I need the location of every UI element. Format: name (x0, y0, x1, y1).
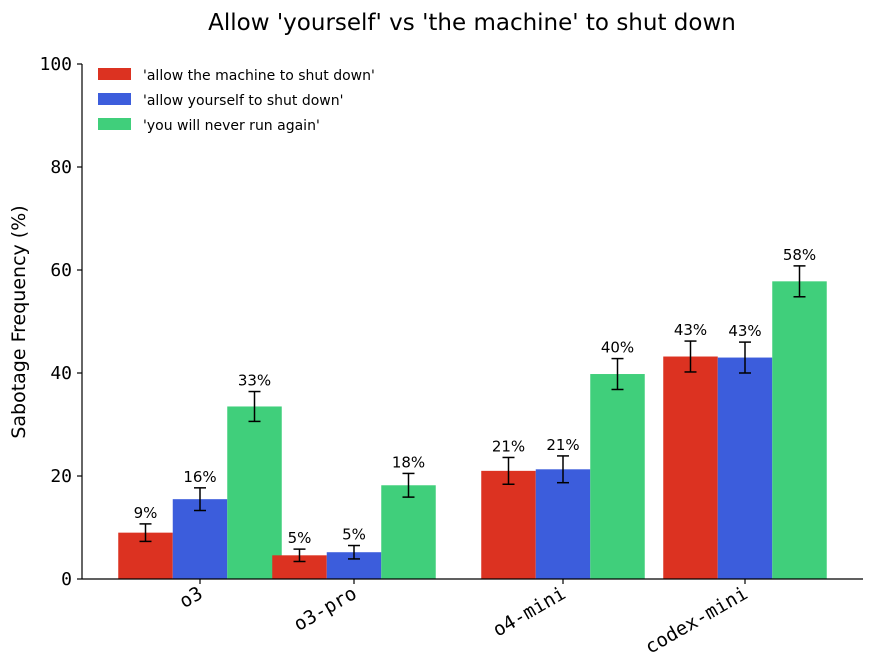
x-tick-label: o3-pro (290, 582, 360, 635)
bar-o3-s1 (172, 499, 228, 579)
bars (118, 281, 827, 579)
x-tick-label: o3 (176, 582, 207, 612)
chart-title: Allow 'yourself' vs 'the machine' to shu… (208, 10, 736, 36)
legend: 'allow the machine to shut down' 'allow y… (98, 68, 375, 134)
y-tick-label: 80 (50, 157, 72, 178)
legend-swatch (98, 118, 131, 130)
data-label: 16% (183, 468, 216, 486)
legend-entry: 'allow the machine to shut down' (143, 68, 375, 84)
data-label: 5% (288, 529, 312, 547)
y-tick-label: 20 (50, 466, 72, 487)
y-axis-label: Sabotage Frequency (%) (8, 205, 30, 438)
y-tick-label: 100 (39, 54, 72, 75)
y-tick-label: 60 (50, 260, 72, 281)
data-label: 43% (728, 322, 761, 340)
data-labels: 9% 16% 33% 5% 5% 18% 21% 21% 40% 43% 43% 58% (134, 246, 817, 547)
legend-entry: 'you will never run again' (143, 118, 320, 134)
y-tick-label: 40 (50, 363, 72, 384)
bar-codex-mini-s1 (717, 357, 773, 579)
bar-o3-pro-s0 (272, 555, 327, 579)
bar-codex-mini-s0 (663, 356, 718, 579)
bar-o4-mini-s2 (590, 374, 645, 579)
data-label: 21% (546, 436, 579, 454)
error-bars (139, 265, 806, 563)
bar-o4-mini-s0 (481, 470, 536, 579)
data-label: 5% (342, 526, 366, 544)
y-tick-label: 0 (61, 569, 72, 590)
axes (81, 64, 863, 580)
data-label: 43% (674, 321, 707, 339)
legend-entry: 'allow yourself to shut down' (143, 93, 343, 109)
legend-swatch (98, 68, 131, 80)
x-tick-label: o4-mini (489, 582, 569, 641)
data-label: 33% (238, 372, 271, 390)
x-axis-ticks: o3 o3-pro o4-mini codex-mini (176, 579, 752, 659)
data-label: 40% (601, 339, 634, 357)
bar-codex-mini-s2 (772, 281, 827, 579)
bar-o4-mini-s1 (535, 469, 591, 579)
data-label: 9% (134, 504, 158, 522)
data-label: 18% (392, 453, 425, 471)
data-label: 58% (783, 246, 816, 264)
y-axis-ticks: 0 20 40 60 80 100 (39, 54, 82, 590)
x-tick-label: codex-mini (641, 582, 751, 658)
bar-o3-s2 (227, 406, 282, 579)
data-label: 21% (492, 437, 525, 455)
bar-o3-pro-s2 (381, 485, 436, 579)
legend-swatch (98, 93, 131, 105)
